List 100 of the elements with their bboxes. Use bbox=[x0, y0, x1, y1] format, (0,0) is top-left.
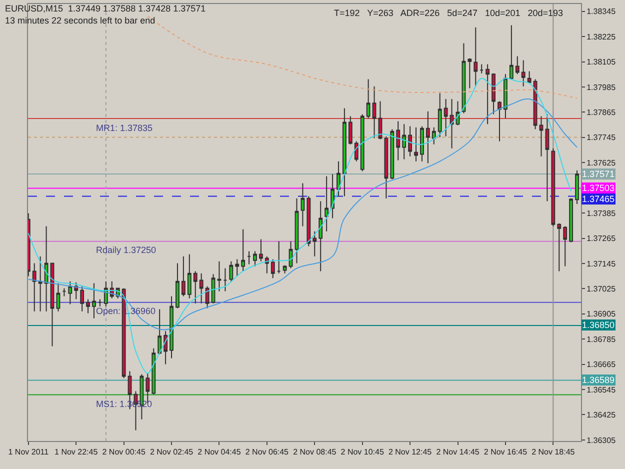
candlestick bbox=[294, 198, 299, 264]
candlestick bbox=[229, 260, 234, 282]
x-tick-label: 1 Nov 22:45 bbox=[54, 448, 98, 457]
candlestick bbox=[86, 298, 90, 314]
candlestick bbox=[312, 230, 317, 257]
candlestick bbox=[199, 272, 204, 304]
candlestick bbox=[288, 240, 293, 269]
x-tick-label: 2 Nov 08:45 bbox=[293, 448, 337, 457]
candlestick bbox=[336, 160, 340, 197]
candlestick bbox=[438, 92, 442, 138]
y-tick-label: 1.36425 bbox=[586, 410, 616, 420]
candlestick bbox=[235, 258, 240, 277]
candlestick bbox=[348, 116, 352, 145]
candlestick bbox=[384, 136, 388, 199]
x-tick-label: 2 Nov 16:45 bbox=[484, 448, 528, 457]
x-tick-label: 2 Nov 06:45 bbox=[245, 448, 290, 457]
candlestick bbox=[378, 100, 382, 140]
candlestick bbox=[176, 262, 180, 309]
candlestick bbox=[270, 258, 275, 279]
candlestick bbox=[300, 182, 305, 227]
candlestick bbox=[468, 58, 472, 89]
candlestick bbox=[330, 174, 334, 219]
x-tick-label: 2 Nov 14:45 bbox=[436, 448, 480, 457]
x-tick-label: 2 Nov 12:45 bbox=[388, 448, 432, 457]
candlestick bbox=[217, 260, 222, 292]
ref-line-label: 1.36850 bbox=[582, 320, 615, 330]
y-tick-label: 1.38225 bbox=[586, 32, 616, 42]
y-tick-label: 1.37265 bbox=[586, 234, 616, 244]
candlestick bbox=[366, 78, 370, 119]
candlestick bbox=[56, 282, 60, 312]
x-tick-label: 2 Nov 00:45 bbox=[102, 448, 146, 457]
candlestick bbox=[504, 74, 508, 119]
candlestick bbox=[450, 98, 454, 149]
candlestick bbox=[32, 262, 36, 312]
candlestick bbox=[318, 200, 323, 272]
candlestick bbox=[92, 282, 96, 319]
y-tick-label: 1.37025 bbox=[586, 284, 616, 294]
candlestick bbox=[444, 98, 448, 137]
annotation: T=192 Y=263 ADR=226 5d=247 10d=201 20d=193 bbox=[334, 8, 564, 18]
candlestick bbox=[170, 296, 174, 359]
candlestick bbox=[509, 24, 514, 80]
candlestick bbox=[492, 72, 496, 115]
line-series bbox=[28, 78, 572, 374]
candlestick bbox=[152, 348, 156, 395]
candlestick bbox=[241, 228, 246, 272]
y-tick-label: 1.36785 bbox=[586, 334, 616, 344]
candlestick bbox=[253, 250, 257, 267]
candlestick bbox=[68, 280, 72, 305]
candlestick bbox=[264, 256, 269, 274]
candlestick bbox=[408, 126, 412, 157]
candlestick bbox=[563, 226, 568, 267]
candlestick bbox=[259, 238, 263, 262]
candlestick bbox=[575, 170, 579, 205]
candlestick bbox=[324, 176, 329, 232]
candlestick bbox=[354, 140, 358, 162]
candlestick bbox=[205, 286, 210, 309]
y-tick-label: 1.36665 bbox=[586, 360, 616, 370]
candlestick bbox=[557, 222, 562, 272]
y-tick-label: 1.37625 bbox=[586, 158, 616, 168]
y-tick-label: 1.37865 bbox=[586, 108, 616, 117]
candlestick bbox=[539, 116, 544, 157]
line-series bbox=[28, 98, 578, 330]
y-tick-label: 1.37385 bbox=[586, 208, 616, 218]
candlestick bbox=[158, 308, 162, 355]
y-tick-label: 1.37145 bbox=[586, 259, 616, 268]
candlestick bbox=[498, 100, 502, 142]
x-tick-label: 2 Nov 10:45 bbox=[340, 448, 384, 457]
candlestick bbox=[247, 250, 251, 265]
candlestick bbox=[372, 86, 376, 139]
candlestick bbox=[426, 110, 430, 164]
candlestick bbox=[474, 26, 478, 87]
candlestick bbox=[181, 256, 186, 297]
candlestick bbox=[527, 70, 532, 84]
candlestick bbox=[515, 56, 520, 75]
ref-line-label: 1.37465 bbox=[582, 194, 615, 204]
candlestick bbox=[193, 270, 198, 304]
ref-line-label: 1.36589 bbox=[582, 375, 615, 385]
candlestick bbox=[486, 64, 490, 125]
text: 13 minutes 22 seconds left to bar end bbox=[5, 15, 156, 26]
candlestick bbox=[44, 226, 48, 312]
candlestick bbox=[569, 198, 574, 243]
y-tick-label: 1.36545 bbox=[586, 385, 616, 394]
candlestick bbox=[432, 126, 436, 145]
candlestick bbox=[223, 268, 228, 292]
candlestick bbox=[396, 120, 400, 161]
candlestick bbox=[164, 330, 168, 365]
candlestick bbox=[521, 60, 526, 87]
x-tick-label: 2 Nov 04:45 bbox=[198, 448, 242, 457]
x-tick-label: 2 Nov 02:45 bbox=[150, 448, 194, 457]
y-tick-label: 1.36905 bbox=[586, 310, 616, 319]
candlestick bbox=[50, 262, 54, 347]
x-tick-label: 1 Nov 2011 bbox=[8, 448, 50, 457]
candlestick bbox=[306, 196, 311, 247]
candlestick bbox=[390, 128, 394, 180]
candlestick bbox=[420, 126, 424, 162]
candlestick bbox=[551, 148, 556, 227]
chart-title: EURUSD,M15 1.37449 1.37588 1.37428 1.37571 bbox=[5, 4, 206, 14]
ref-line-label: 1.37503 bbox=[582, 183, 615, 193]
candlestick bbox=[360, 114, 364, 172]
candlestick bbox=[38, 256, 42, 312]
